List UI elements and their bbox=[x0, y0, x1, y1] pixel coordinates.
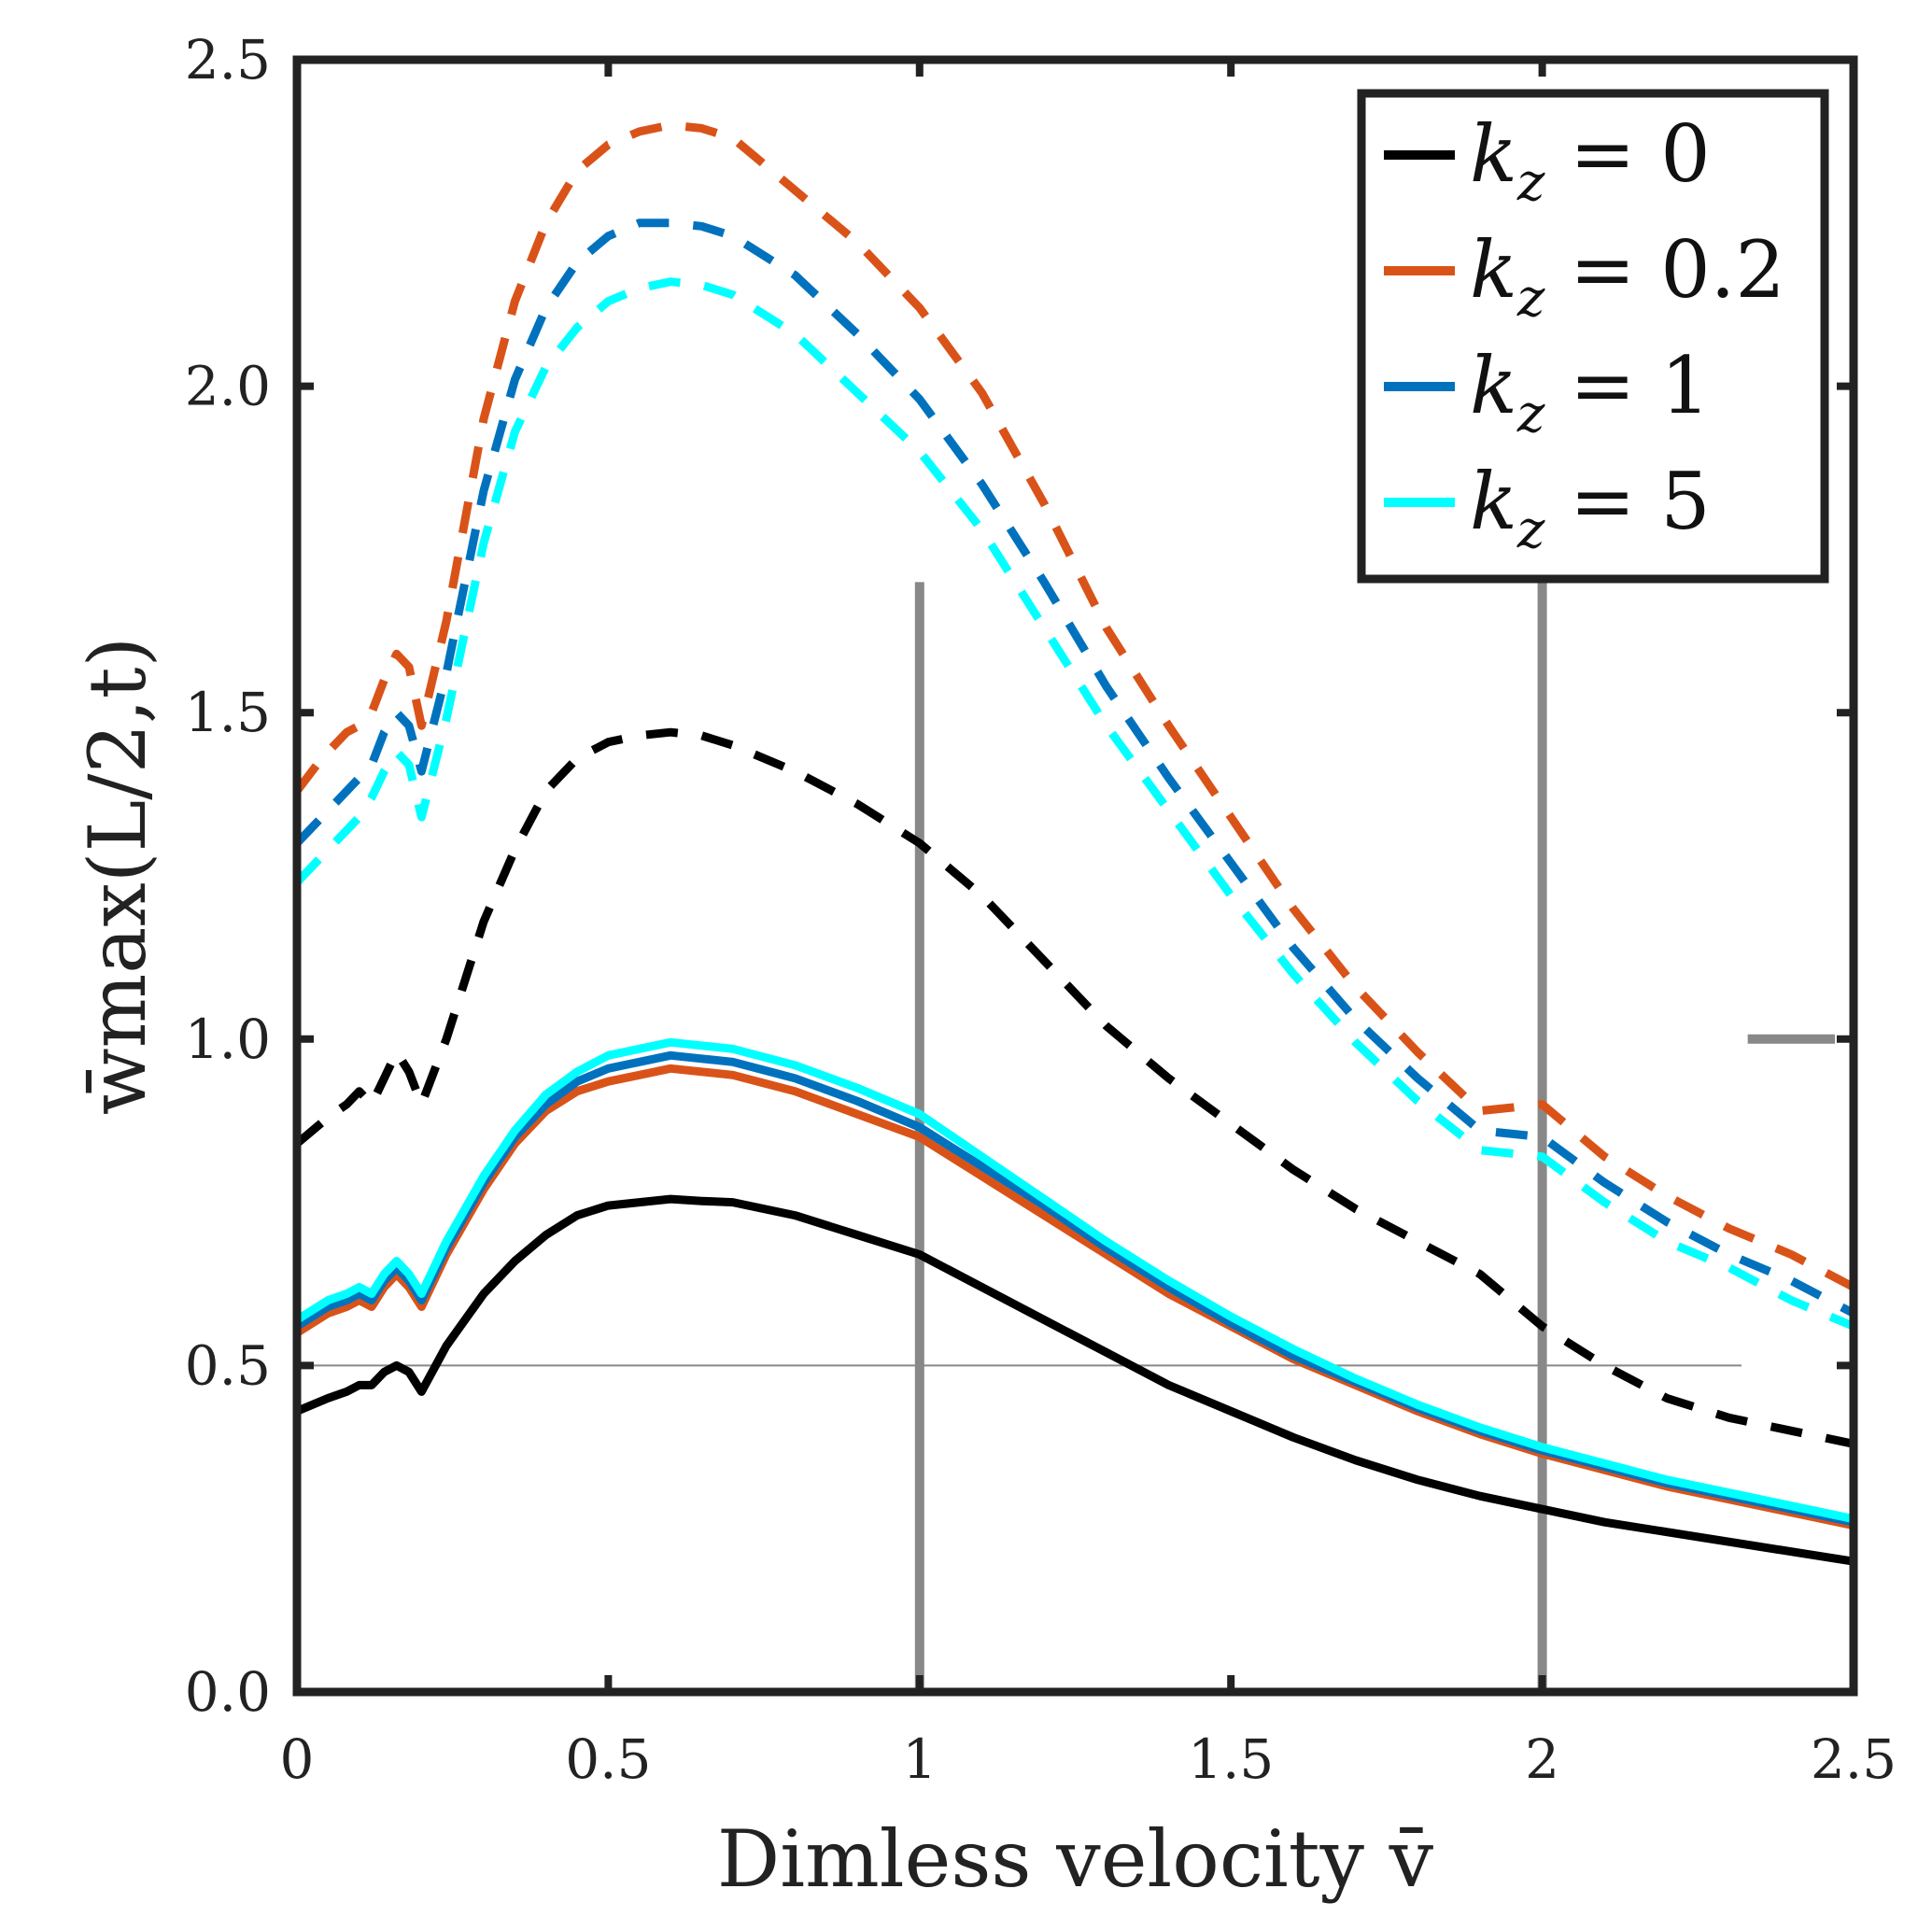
x-tick-labels: 0 0.5 1 1.5 2 2.5 bbox=[280, 1727, 1897, 1791]
series-line-k-z-5-solid bbox=[294, 1037, 1854, 1524]
series-line-k-z-0-2-dashed bbox=[293, 120, 1856, 1291]
legend: kz = 0 kz = 0.2 kz = 1 kz = 5 bbox=[1357, 89, 1829, 584]
axis-ticks bbox=[293, 56, 1857, 1696]
y-axis-title: w̄max(L/2,t) bbox=[72, 637, 163, 1116]
y-tick-label: 2.5 bbox=[185, 28, 271, 92]
series-layer bbox=[293, 120, 1856, 1566]
legend-label: kz = 1 bbox=[1470, 340, 1711, 444]
x-tick-label: 0.5 bbox=[565, 1727, 651, 1791]
series-line-k-z-0-solid bbox=[295, 1194, 1854, 1566]
plot-area-frame bbox=[292, 55, 1858, 1697]
y-tick-label: 0.5 bbox=[185, 1333, 271, 1397]
series-line-k-z-5-dashed bbox=[293, 277, 1855, 1331]
y-tick-label: 0.0 bbox=[185, 1660, 271, 1724]
y-tick-label: 2.0 bbox=[185, 355, 271, 418]
x-tick-label: 1 bbox=[902, 1727, 937, 1791]
y-tick-label: 1.0 bbox=[185, 1008, 271, 1071]
legend-label: kz = 0.2 bbox=[1470, 224, 1785, 329]
legend-label: kz = 0 bbox=[1470, 108, 1711, 213]
x-axis-title: Dimless velocity v̄ bbox=[717, 1813, 1434, 1905]
y-tick-labels: 0.0 0.5 1.0 1.5 2.0 2.5 bbox=[185, 28, 271, 1724]
y-tick-label: 1.5 bbox=[185, 681, 271, 744]
series-line-k-z-0-dashed bbox=[294, 727, 1854, 1448]
x-tick-label: 0 bbox=[280, 1727, 315, 1791]
x-tick-label: 2 bbox=[1525, 1727, 1559, 1791]
x-tick-label: 1.5 bbox=[1188, 1727, 1274, 1791]
x-tick-label: 2.5 bbox=[1811, 1727, 1897, 1791]
legend-label: kz = 5 bbox=[1470, 456, 1711, 560]
